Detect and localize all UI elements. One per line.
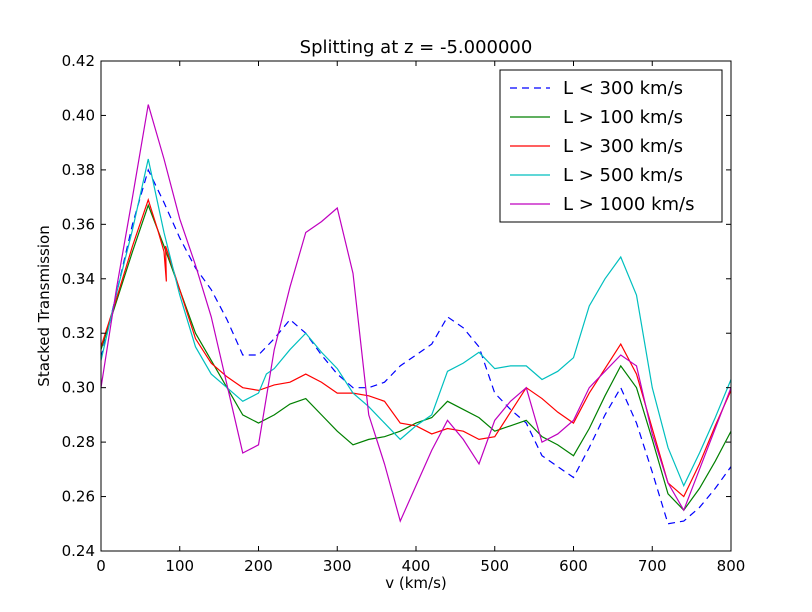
legend-label-3: L > 300 km/s	[563, 136, 683, 157]
series-line-2	[100, 203, 732, 512]
x-axis-title: v (km/s)	[385, 574, 447, 592]
legend: L < 300 km/s L > 100 km/s L > 300 km/s L > …	[499, 69, 723, 223]
x-tick-label: 800	[717, 557, 746, 575]
y-tick-label: 0.28	[62, 433, 95, 451]
y-tick-label: 0.34	[62, 270, 95, 288]
y-tick-label: 0.30	[62, 379, 95, 397]
series-line-1	[100, 168, 732, 525]
y-tick-label: 0.42	[62, 52, 95, 70]
x-tick-label: 400	[402, 557, 431, 575]
legend-label-1: L < 300 km/s	[563, 78, 683, 99]
x-tick-label: 200	[244, 557, 273, 575]
legend-label-2: L > 100 km/s	[563, 107, 683, 128]
series-line-5	[100, 104, 732, 523]
y-axis-title: Stacked Transmission	[35, 225, 53, 386]
y-tick-label: 0.32	[62, 324, 95, 342]
x-tick-label: 600	[559, 557, 588, 575]
x-tick-label: 500	[480, 557, 509, 575]
y-tick-label: 0.24	[62, 542, 95, 560]
legend-label-5: L > 1000 km/s	[563, 194, 694, 215]
series-line-3	[100, 197, 732, 498]
series-line-4	[100, 158, 732, 488]
y-tick-label: 0.38	[62, 161, 95, 179]
legend-label-4: L > 500 km/s	[563, 165, 683, 186]
y-tick-label: 0.36	[62, 215, 95, 233]
y-tick-label: 0.40	[62, 106, 95, 124]
x-tick-label: 0	[96, 557, 106, 575]
x-tick-label: 100	[165, 557, 194, 575]
tick-layer: 0 100 200 300 400 500 600 700 800 0.24 0.26 0.28 0.3…	[62, 52, 746, 575]
y-tick-label: 0.26	[62, 488, 95, 506]
series-layer	[100, 104, 732, 525]
x-tick-label: 300	[323, 557, 352, 575]
chart-title: Splitting at z = -5.000000	[300, 37, 533, 58]
x-tick-label: 700	[638, 557, 667, 575]
